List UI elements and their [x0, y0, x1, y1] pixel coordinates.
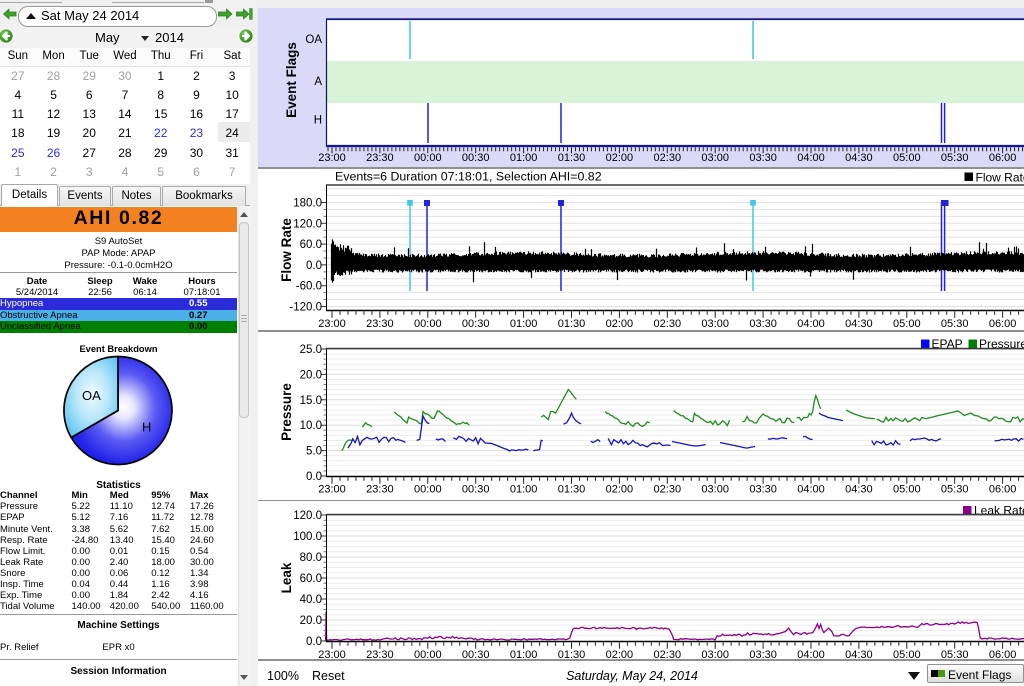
svg-text:0.0: 0.0: [306, 471, 322, 483]
svg-text:120.0: 120.0: [293, 218, 322, 230]
svg-text:03:30: 03:30: [749, 484, 777, 496]
svg-text:10.0: 10.0: [300, 420, 322, 432]
svg-text:05:00: 05:00: [893, 318, 921, 330]
svg-text:23:30: 23:30: [366, 318, 394, 330]
svg-text:120.0: 120.0: [293, 510, 322, 522]
svg-text:0.0: 0.0: [306, 260, 322, 272]
svg-text:25.0: 25.0: [300, 344, 322, 356]
svg-text:01:00: 01:00: [510, 484, 538, 496]
svg-text:00:00: 00:00: [414, 649, 442, 660]
svg-text:04:30: 04:30: [845, 649, 873, 660]
svg-text:100.0: 100.0: [293, 531, 322, 543]
svg-text:01:30: 01:30: [558, 484, 586, 496]
svg-text:02:00: 02:00: [606, 649, 634, 660]
svg-text:06:00: 06:00: [989, 484, 1017, 496]
svg-text:00:30: 00:30: [462, 484, 490, 496]
svg-text:02:30: 02:30: [654, 649, 682, 660]
svg-text:23:30: 23:30: [366, 484, 394, 496]
svg-text:06:00: 06:00: [989, 318, 1017, 330]
svg-text:00:30: 00:30: [462, 649, 490, 660]
svg-text:Flow Rate: Flow Rate: [976, 171, 1024, 185]
svg-text:04:00: 04:00: [797, 318, 825, 330]
svg-text:03:30: 03:30: [749, 649, 777, 660]
svg-text:H: H: [142, 420, 151, 435]
svg-text:03:30: 03:30: [749, 152, 777, 164]
svg-text:05:30: 05:30: [941, 318, 969, 330]
svg-text:04:30: 04:30: [845, 484, 873, 496]
svg-text:02:30: 02:30: [654, 318, 682, 330]
svg-text:EPAP: EPAP: [932, 337, 963, 351]
svg-text:02:30: 02:30: [654, 152, 682, 164]
svg-text:80.0: 80.0: [300, 552, 322, 564]
svg-text:Flow Rate: Flow Rate: [279, 218, 294, 282]
svg-text:00:00: 00:00: [414, 152, 442, 164]
svg-text:OA: OA: [82, 388, 101, 403]
svg-text:02:00: 02:00: [606, 484, 634, 496]
svg-text:03:00: 03:00: [701, 152, 729, 164]
svg-text:04:00: 04:00: [797, 152, 825, 164]
svg-text:05:00: 05:00: [893, 649, 921, 660]
svg-text:01:00: 01:00: [510, 649, 538, 660]
svg-text:01:00: 01:00: [510, 318, 538, 330]
svg-text:OA: OA: [305, 34, 322, 46]
svg-text:01:00: 01:00: [510, 152, 538, 164]
svg-text:23:00: 23:00: [318, 649, 346, 660]
svg-text:01:30: 01:30: [558, 318, 586, 330]
svg-text:5.0: 5.0: [306, 446, 322, 458]
svg-text:04:30: 04:30: [845, 152, 873, 164]
svg-text:40.0: 40.0: [300, 594, 322, 606]
svg-text:60.0: 60.0: [300, 239, 322, 251]
svg-text:01:30: 01:30: [558, 649, 586, 660]
svg-text:05:30: 05:30: [941, 484, 969, 496]
svg-text:15.0: 15.0: [300, 395, 322, 407]
svg-text:180.0: 180.0: [293, 198, 322, 210]
svg-text:03:00: 03:00: [701, 318, 729, 330]
svg-text:02:30: 02:30: [654, 484, 682, 496]
svg-text:20.0: 20.0: [300, 615, 322, 627]
svg-text:05:00: 05:00: [893, 152, 921, 164]
svg-text:H: H: [314, 115, 322, 127]
svg-text:05:00: 05:00: [893, 484, 921, 496]
svg-text:Event Flags: Event Flags: [284, 42, 299, 118]
svg-text:00:00: 00:00: [414, 318, 442, 330]
svg-text:02:00: 02:00: [606, 318, 634, 330]
svg-text:60.0: 60.0: [300, 573, 322, 585]
svg-text:04:30: 04:30: [845, 318, 873, 330]
svg-text:03:30: 03:30: [749, 318, 777, 330]
svg-text:01:30: 01:30: [558, 152, 586, 164]
svg-text:00:00: 00:00: [414, 484, 442, 496]
svg-text:05:30: 05:30: [941, 649, 969, 660]
svg-text:0.0: 0.0: [306, 636, 322, 648]
svg-text:03:00: 03:00: [701, 649, 729, 660]
svg-text:23:30: 23:30: [366, 152, 394, 164]
svg-text:23:00: 23:00: [318, 318, 346, 330]
svg-text:A: A: [314, 76, 322, 88]
svg-text:02:00: 02:00: [606, 152, 634, 164]
svg-text:Leak: Leak: [279, 562, 294, 593]
svg-text:Pressure: Pressure: [979, 337, 1024, 351]
svg-text:Events=6 Duration 07:18:01, Se: Events=6 Duration 07:18:01, Selection AH…: [335, 170, 602, 184]
svg-text:05:30: 05:30: [941, 152, 969, 164]
svg-text:-60.0: -60.0: [296, 281, 322, 293]
svg-text:06:00: 06:00: [989, 649, 1017, 660]
svg-text:04:00: 04:00: [797, 649, 825, 660]
svg-text:23:00: 23:00: [318, 152, 346, 164]
svg-text:00:30: 00:30: [462, 318, 490, 330]
svg-text:00:30: 00:30: [462, 152, 490, 164]
svg-text:20.0: 20.0: [300, 369, 322, 381]
svg-text:04:00: 04:00: [797, 484, 825, 496]
svg-text:Pressure: Pressure: [279, 383, 294, 441]
svg-text:03:00: 03:00: [701, 484, 729, 496]
svg-text:23:30: 23:30: [366, 649, 394, 660]
svg-text:-120.0: -120.0: [289, 302, 322, 314]
svg-text:06:00: 06:00: [989, 152, 1017, 164]
svg-text:23:00: 23:00: [318, 484, 346, 496]
